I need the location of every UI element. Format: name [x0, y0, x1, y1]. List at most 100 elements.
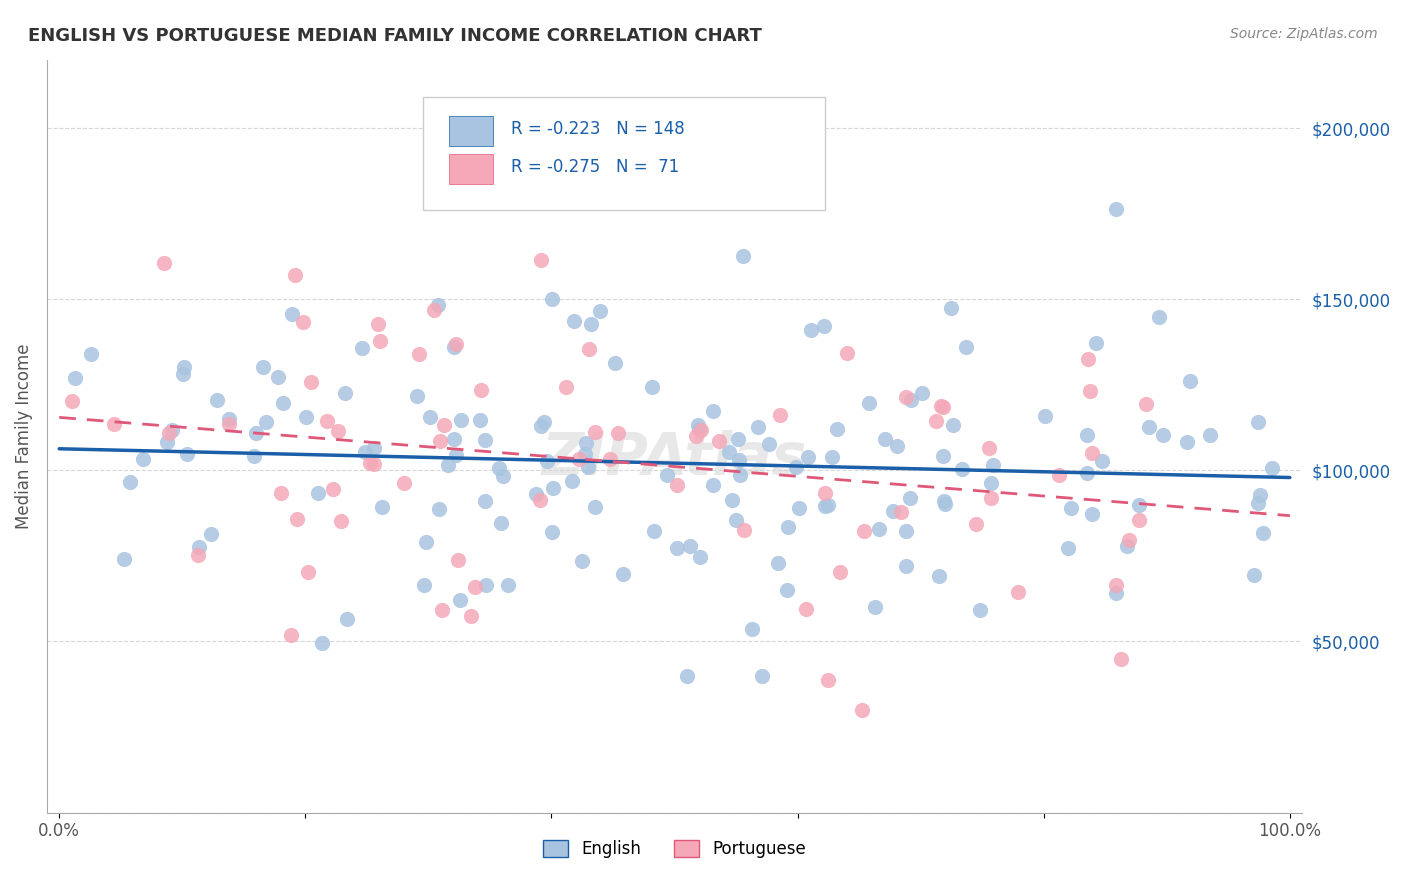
Point	[333, 386, 356, 401]
Point	[524, 486, 547, 500]
Point	[939, 301, 962, 315]
Point	[218, 412, 240, 426]
Point	[607, 425, 630, 440]
Point	[449, 593, 471, 607]
Point	[160, 423, 183, 437]
Point	[474, 433, 496, 447]
Point	[800, 323, 823, 337]
Point	[330, 514, 353, 528]
Point	[894, 390, 917, 404]
Point	[858, 396, 880, 410]
Point	[969, 603, 991, 617]
Point	[371, 500, 394, 514]
Point	[218, 417, 240, 432]
Point	[491, 469, 513, 483]
Point	[422, 303, 444, 318]
Point	[928, 568, 950, 582]
Point	[450, 413, 472, 427]
Point	[875, 432, 897, 446]
Point	[929, 399, 952, 413]
Point	[489, 516, 512, 530]
Point	[1199, 428, 1222, 442]
Point	[721, 492, 744, 507]
Point	[583, 500, 606, 514]
Point	[564, 314, 586, 328]
Point	[443, 432, 465, 446]
Point	[934, 496, 956, 510]
Point	[63, 371, 86, 385]
Point	[242, 449, 264, 463]
Point	[882, 504, 904, 518]
Point	[157, 426, 180, 441]
Point	[156, 434, 179, 449]
Point	[1118, 533, 1140, 547]
Point	[152, 256, 174, 270]
Point	[868, 522, 890, 536]
Point	[394, 476, 416, 491]
Point	[1152, 428, 1174, 442]
Point	[1105, 586, 1128, 600]
Point	[350, 342, 373, 356]
Point	[1057, 541, 1080, 555]
Point	[496, 578, 519, 592]
Point	[271, 395, 294, 409]
Point	[447, 553, 470, 567]
Point	[1249, 488, 1271, 502]
Point	[709, 434, 731, 449]
Point	[464, 580, 486, 594]
Point	[688, 421, 710, 435]
Y-axis label: Median Family Income: Median Family Income	[15, 343, 32, 529]
Point	[578, 343, 600, 357]
Point	[561, 474, 583, 488]
Point	[205, 393, 228, 408]
Point	[950, 462, 973, 476]
Point	[853, 524, 876, 539]
Point	[280, 627, 302, 641]
Point	[686, 417, 709, 432]
Point	[568, 451, 591, 466]
Point	[470, 384, 492, 398]
Point	[1081, 446, 1104, 460]
Point	[474, 577, 496, 591]
Point	[363, 457, 385, 471]
Point	[359, 456, 381, 470]
Point	[932, 494, 955, 508]
Point	[252, 360, 274, 375]
Point	[530, 252, 553, 267]
Point	[112, 552, 135, 566]
Point	[1253, 526, 1275, 541]
Point	[794, 602, 817, 616]
Point	[1081, 508, 1104, 522]
Point	[267, 370, 290, 384]
Point	[488, 461, 510, 475]
Point	[172, 368, 194, 382]
Point	[835, 346, 858, 360]
Point	[291, 315, 314, 329]
Point	[287, 512, 309, 526]
Text: R = -0.275   N =  71: R = -0.275 N = 71	[512, 158, 679, 176]
Point	[1105, 578, 1128, 592]
Point	[942, 417, 965, 432]
Point	[932, 449, 955, 463]
Point	[1047, 468, 1070, 483]
Text: ENGLISH VS PORTUGUESE MEDIAN FAMILY INCOME CORRELATION CHART: ENGLISH VS PORTUGUESE MEDIAN FAMILY INCO…	[28, 27, 762, 45]
Point	[297, 566, 319, 580]
Point	[979, 441, 1001, 455]
Point	[1078, 384, 1101, 398]
Point	[778, 520, 800, 534]
Point	[751, 668, 773, 682]
Point	[120, 475, 142, 490]
Point	[980, 491, 1002, 505]
Point	[405, 389, 427, 403]
Point	[299, 376, 322, 390]
Point	[583, 425, 606, 440]
Point	[1105, 202, 1128, 216]
Point	[886, 439, 908, 453]
Point	[1246, 496, 1268, 510]
Point	[529, 493, 551, 508]
Point	[200, 527, 222, 541]
Point	[924, 414, 946, 428]
Point	[676, 668, 699, 682]
Point	[254, 415, 277, 429]
Point	[813, 319, 835, 334]
